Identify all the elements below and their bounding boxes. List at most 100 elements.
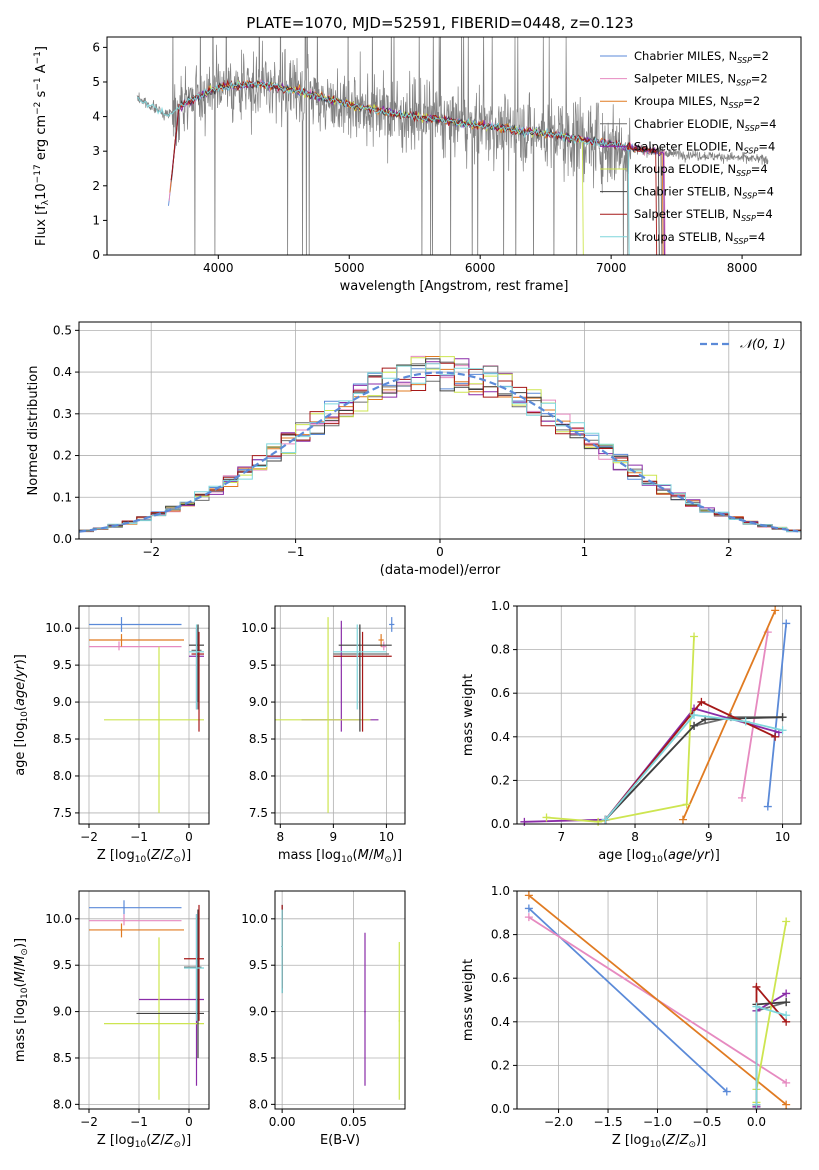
- y-tick-label: 9.5: [249, 658, 268, 672]
- data-point: [195, 651, 198, 653]
- x-axis-label: mass [log10(M/M⊙)]: [278, 848, 402, 865]
- x-tick-label: 0.00: [269, 1115, 296, 1129]
- x-axis-label: Z [log10(Z/Z⊙)]: [97, 1133, 191, 1150]
- normal-curve-line: [79, 371, 799, 533]
- data-point: [195, 967, 198, 969]
- x-tick-label: 0: [436, 545, 444, 559]
- plus-marker: [524, 891, 533, 900]
- plus-marker: [682, 800, 691, 809]
- x-tick-label: −2: [80, 1115, 98, 1129]
- x-tick-label: 0.05: [340, 1115, 367, 1129]
- data-point: [364, 1010, 366, 1013]
- y-tick-label: 10.0: [45, 621, 72, 635]
- y-tick-label: 0.0: [491, 817, 510, 831]
- data-point: [158, 719, 160, 721]
- legend-label: Chabrier ELODIE, NSSP=4: [634, 117, 776, 133]
- x-tick-label: 0: [185, 830, 193, 844]
- x-axis-label: (data-model)/error: [380, 563, 501, 578]
- axes-frame: [274, 605, 406, 825]
- y-tick-label: 9.5: [53, 658, 72, 672]
- x-tick-label: −1: [287, 545, 305, 559]
- y-tick-label: 8.5: [53, 732, 72, 746]
- mass-vs-ebv-panel: 0.00 0.05 8.0 8.5 9.0 9.5 10.0 E(B-V): [241, 890, 406, 1148]
- mass-weight-vs-age-panel: 7 8 9 10 0.0 0.2 0.4 0.6 0.8 1.0 age [log10(age/yr…: [461, 599, 802, 865]
- y-tick-label: 0.6: [491, 971, 510, 985]
- mass-weight-line: [604, 716, 783, 821]
- data-point: [327, 719, 329, 721]
- axes-frame: [78, 605, 210, 825]
- plus-marker: [771, 606, 780, 615]
- data-point: [120, 639, 123, 641]
- model-spectrum-line: [172, 80, 665, 255]
- y-tick-label: 0.0: [53, 532, 72, 546]
- data-point: [198, 653, 200, 655]
- residual-histogram-line: [79, 363, 801, 534]
- y-axis-label: Flux [fλ10−17 erg cm−2 s−1 A−1]: [33, 46, 51, 246]
- y-tick-label: 8.5: [249, 1051, 268, 1065]
- data-point: [120, 623, 123, 626]
- data-point: [382, 645, 385, 648]
- data-point: [398, 1020, 401, 1022]
- model-spectrum-line: [137, 81, 630, 255]
- data-point: [123, 906, 125, 909]
- observed-spectrum-line: [136, 37, 769, 255]
- plus-marker: [778, 726, 787, 735]
- legend-label: Chabrier STELIB, NSSP=4: [634, 185, 774, 201]
- y-tick-label: 9.5: [53, 958, 72, 972]
- y-tick-label: 9.5: [249, 958, 268, 972]
- axes-frame: [516, 605, 802, 825]
- plus-marker: [524, 904, 533, 913]
- data-point: [123, 919, 125, 922]
- x-tick-label: −2: [142, 545, 160, 559]
- x-tick-label: −1: [130, 830, 148, 844]
- y-tick-label: 0.3: [53, 407, 72, 421]
- plus-marker: [697, 697, 706, 706]
- y-tick-label: 3: [92, 144, 100, 158]
- legend-label: Salpeter STELIB, NSSP=4: [634, 207, 773, 223]
- mass-weight-line: [755, 1005, 787, 1105]
- y-tick-label: 0.2: [491, 773, 510, 787]
- plus-marker: [771, 732, 780, 741]
- axes-frame: [78, 890, 210, 1110]
- data-point: [198, 957, 200, 960]
- x-axis-label: E(B-V): [320, 1133, 360, 1148]
- legend-label: Salpeter ELODIE, NSSP=4: [634, 139, 775, 155]
- y-tick-label: 9.0: [249, 695, 268, 709]
- y-tick-label: 0.4: [491, 1015, 510, 1029]
- y-tick-label: 8.0: [53, 769, 72, 783]
- plus-marker: [778, 713, 787, 722]
- spectrum-legend: Chabrier MILES, NSSP=2 Salpeter MILES, NS…: [600, 49, 776, 246]
- mass-weight-line: [755, 921, 788, 1103]
- y-tick-label: 0.8: [491, 928, 510, 942]
- y-axis-label: Normed distribution: [26, 366, 41, 496]
- y-tick-label: 6: [92, 40, 100, 54]
- legend-label: Chabrier MILES, NSSP=2: [634, 49, 769, 65]
- model-spectrum-line: [170, 79, 663, 255]
- data-point: [120, 929, 123, 931]
- plus-marker: [782, 1011, 791, 1020]
- data-point: [390, 623, 393, 626]
- x-tick-label: 7: [557, 830, 565, 844]
- mass-weight-line: [604, 714, 783, 821]
- spectrum-panel: 4000 5000 6000 7000 8000 0 1 2 3 4 5 6 wavelength [A…: [33, 36, 802, 294]
- y-tick-label: 4: [92, 110, 100, 124]
- x-tick-label: 0.0: [747, 1115, 766, 1129]
- plus-marker: [678, 815, 687, 824]
- y-tick-label: 8.0: [249, 769, 268, 783]
- x-tick-label: 9: [705, 830, 713, 844]
- y-tick-label: 0.5: [53, 323, 72, 337]
- mass-weight-line: [604, 716, 783, 821]
- axes-frame: [516, 890, 802, 1110]
- y-tick-label: 0.4: [53, 365, 72, 379]
- x-tick-label: −2: [80, 830, 98, 844]
- x-tick-label: 4000: [203, 261, 234, 275]
- age-vs-mass-panel: 8 9 10 7.5 8.0 8.5 9.0 9.5 10.0 mass [log10(M/M⊙)…: [241, 605, 406, 865]
- y-axis-label: mass weight: [461, 674, 476, 756]
- x-tick-label: 8000: [727, 261, 758, 275]
- figure-title: PLATE=1070, MJD=52591, FIBERID=0448, z=0…: [246, 14, 633, 32]
- data-point: [158, 1022, 160, 1025]
- y-tick-label: 10.0: [241, 912, 268, 926]
- x-axis-label: age [log10(age/yr)]: [598, 848, 720, 865]
- x-tick-label: −1.0: [643, 1115, 672, 1129]
- model-spectrum-line: [168, 80, 665, 255]
